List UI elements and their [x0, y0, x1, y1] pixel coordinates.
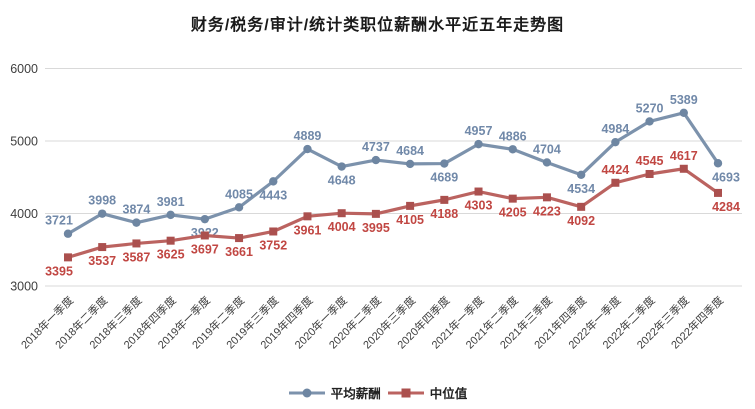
median-point-marker [235, 234, 244, 243]
median-point-marker [577, 202, 586, 211]
average-salary-value-label: 5270 [636, 101, 664, 115]
median-point-marker [303, 212, 312, 221]
median-value-label: 3395 [45, 264, 73, 278]
median-point-marker [440, 195, 449, 204]
average-salary-value-label: 3721 [45, 214, 73, 228]
y-tick-label: 4000 [10, 207, 38, 221]
average-salary-legend-dot-icon [302, 388, 312, 397]
median-point-marker [406, 201, 415, 210]
median-legend-square-icon [401, 388, 411, 397]
median-legend-marker [387, 388, 424, 397]
median-value-label: 3587 [123, 250, 151, 264]
median-point-marker [269, 227, 278, 236]
legend-label-median: 中位值 [429, 387, 468, 401]
average-salary-value-label: 4684 [396, 144, 424, 158]
average-salary-point-marker [98, 209, 107, 218]
average-salary-point-marker [63, 229, 73, 238]
average-salary-point-marker [679, 108, 688, 117]
median-point-marker [714, 188, 722, 197]
median-value-label: 4284 [712, 200, 740, 214]
median-value-label: 4424 [601, 163, 629, 177]
average-salary-point-marker [371, 155, 381, 165]
median-point-marker [98, 243, 107, 252]
average-salary-value-label: 4443 [259, 188, 287, 202]
average-salary-point-marker [234, 203, 244, 212]
average-salary-value-label: 4704 [533, 142, 561, 156]
median-point-marker [611, 178, 620, 187]
median-point-marker [64, 253, 72, 262]
y-tick-label: 3000 [10, 280, 38, 294]
median-point-marker [132, 239, 141, 248]
median-value-label: 4004 [328, 220, 356, 234]
average-salary-point-marker [200, 214, 210, 224]
average-salary-point-marker [440, 159, 449, 168]
average-salary-value-label: 4984 [601, 122, 629, 136]
median-value-label: 3661 [225, 245, 253, 259]
median-line [66, 167, 720, 259]
median-value-label: 3752 [259, 238, 287, 252]
median-value-label: 4205 [499, 206, 527, 220]
median-point-marker [166, 236, 175, 245]
median-value-label: 3995 [362, 221, 390, 235]
median-point-marker [542, 193, 551, 202]
y-tick-label: 6000 [10, 62, 38, 76]
median-value-label: 3537 [88, 254, 116, 268]
median-value-label: 4188 [430, 207, 458, 221]
average-salary-value-label: 3998 [88, 194, 116, 208]
average-salary-point-marker [542, 158, 552, 167]
average-salary-point-marker [474, 139, 483, 149]
average-salary-point-marker [166, 210, 175, 220]
median-value-label: 4545 [636, 154, 664, 168]
median-value-label: 4617 [670, 149, 698, 163]
median-point-marker [679, 164, 688, 173]
median-value-label: 4303 [465, 199, 493, 213]
average-salary-value-label: 4889 [294, 129, 322, 143]
legend-item-median: 中位值 [387, 383, 468, 402]
median-point-marker [371, 209, 380, 218]
average-salary-point-marker [508, 145, 517, 154]
chart-title: 财务/税务/审计/统计类职位薪酬水平近五年走势图 [190, 17, 565, 34]
median-value-label: 3625 [157, 248, 185, 262]
average-salary-point-marker [132, 218, 141, 227]
median-point-marker [508, 194, 517, 203]
legend-label-average-salary: 平均薪酬 [330, 387, 381, 401]
median-point-marker [200, 231, 209, 240]
average-salary-point-marker [645, 117, 654, 126]
average-salary-value-label: 5389 [670, 93, 698, 107]
average-salary-point-marker [576, 170, 586, 179]
average-salary-value-label: 4085 [225, 187, 253, 201]
average-salary-value-label: 4648 [328, 174, 356, 188]
average-salary-value-label: 4689 [430, 171, 458, 185]
y-tick-label: 5000 [10, 135, 38, 149]
median-value-label: 3961 [294, 223, 322, 237]
average-salary-legend-marker [288, 388, 325, 397]
average-salary-point-marker [303, 144, 312, 154]
median-point-marker [337, 209, 346, 218]
median-point-marker [474, 187, 483, 196]
average-salary-point-marker [337, 162, 346, 171]
median-value-label: 3697 [191, 242, 219, 256]
median-point-marker [645, 169, 654, 178]
average-salary-line [66, 111, 720, 236]
median-value-label: 4092 [567, 214, 595, 228]
average-salary-value-label: 4957 [465, 124, 493, 138]
average-salary-value-label: 3981 [157, 195, 185, 209]
legend-item-average-salary: 平均薪酬 [288, 383, 381, 402]
average-salary-value-label: 4693 [712, 170, 740, 184]
average-salary-value-label: 4737 [362, 140, 390, 154]
average-salary-point-marker [611, 137, 620, 147]
median-value-label: 4105 [396, 213, 424, 227]
average-salary-point-marker [269, 177, 278, 186]
average-salary-value-label: 4886 [499, 129, 527, 143]
average-salary-point-marker [713, 159, 723, 168]
average-salary-value-label: 4534 [567, 182, 595, 196]
average-salary-point-marker [405, 159, 415, 169]
legend: 平均薪酬 中位值 [0, 383, 755, 402]
average-salary-value-label: 3874 [123, 203, 151, 217]
median-value-label: 4223 [533, 204, 561, 218]
